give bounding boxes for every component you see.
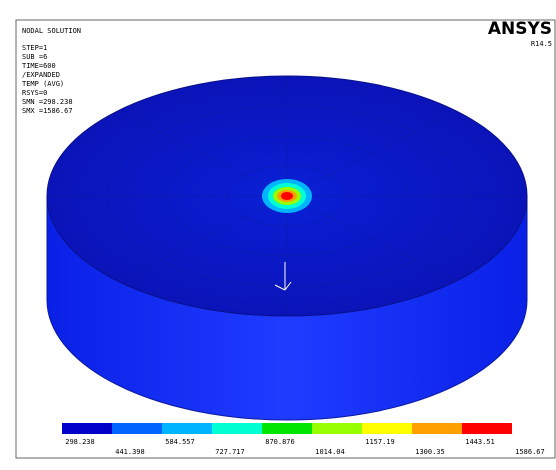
hotspot xyxy=(262,179,312,213)
legend-band xyxy=(112,423,162,434)
header-line: TEMP (AVG) xyxy=(22,80,64,88)
legend-band xyxy=(412,423,462,434)
legend-label: 1443.51 xyxy=(465,438,495,446)
header-line: RSYS=0 xyxy=(22,89,47,97)
logo-name: ANSYS xyxy=(488,19,552,39)
legend-label: 727.717 xyxy=(215,448,245,456)
legend-band xyxy=(312,423,362,434)
legend-label: 1014.04 xyxy=(315,448,345,456)
legend-band xyxy=(462,423,512,434)
legend-label: 1157.19 xyxy=(365,438,395,446)
header-line: SMX =1586.67 xyxy=(22,107,73,115)
header-line: SUB =6 xyxy=(22,53,47,61)
legend-band xyxy=(162,423,212,434)
legend-band xyxy=(62,423,112,434)
legend-label: 870.876 xyxy=(265,438,295,446)
header-line: TIME=600 xyxy=(22,62,56,70)
header-line: SMN =298.238 xyxy=(22,98,73,106)
header-line: /EXPANDED xyxy=(22,71,60,79)
legend-label: 584.557 xyxy=(165,438,195,446)
logo-version: R14.5 xyxy=(531,40,552,48)
legend-label: 298.238 xyxy=(65,438,95,446)
legend-band xyxy=(362,423,412,434)
page: NODAL SOLUTION STEP=1SUB =6TIME=600/EXPA… xyxy=(0,0,556,470)
header-line: STEP=1 xyxy=(22,44,47,52)
legend-band xyxy=(212,423,262,434)
legend-label: 1300.35 xyxy=(415,448,445,456)
legend-label: 441.398 xyxy=(115,448,145,456)
header-title: NODAL SOLUTION xyxy=(22,27,81,35)
legend-label: 1586.67 xyxy=(515,448,545,456)
legend-band xyxy=(262,423,312,434)
viewport: NODAL SOLUTION STEP=1SUB =6TIME=600/EXPA… xyxy=(0,0,556,466)
